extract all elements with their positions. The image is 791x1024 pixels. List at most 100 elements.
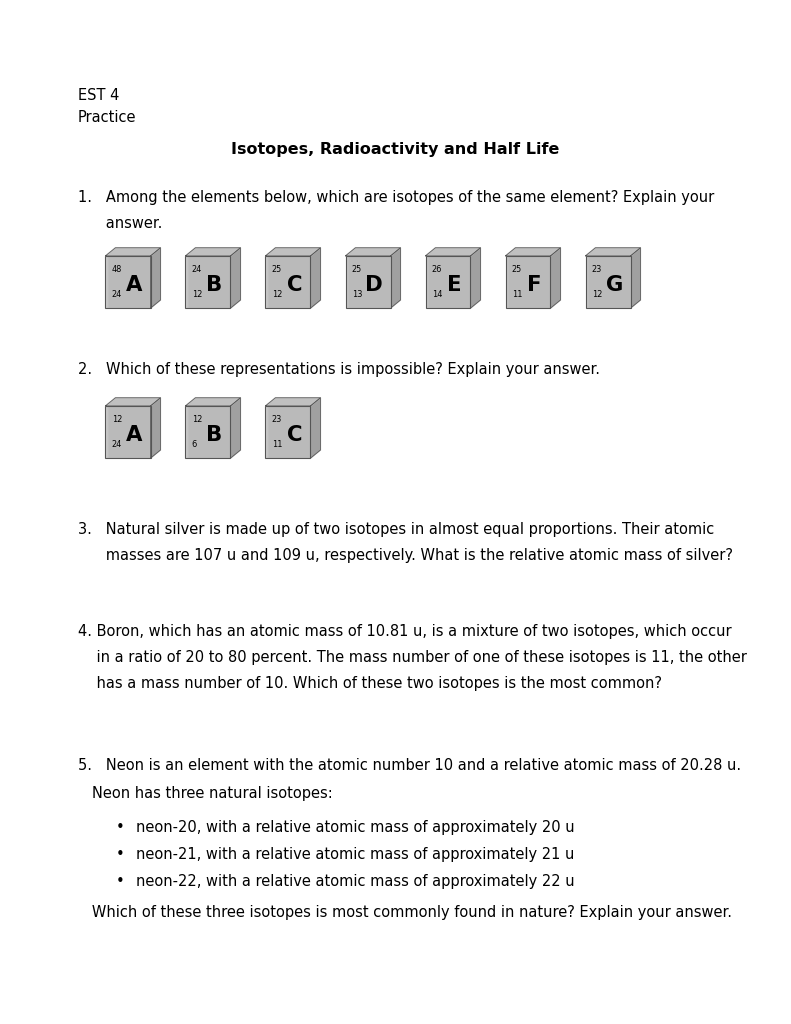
Text: 25: 25: [272, 265, 282, 273]
Text: •: •: [115, 874, 124, 889]
Polygon shape: [187, 406, 200, 458]
Text: 13: 13: [352, 290, 362, 299]
Text: answer.: answer.: [78, 216, 162, 231]
Text: Isotopes, Radioactivity and Half Life: Isotopes, Radioactivity and Half Life: [231, 142, 560, 157]
Polygon shape: [267, 256, 288, 308]
Polygon shape: [107, 256, 128, 308]
Polygon shape: [391, 248, 400, 308]
Text: 24: 24: [112, 440, 122, 450]
Text: D: D: [365, 274, 383, 295]
Polygon shape: [105, 397, 161, 406]
Text: 25: 25: [512, 265, 522, 273]
Text: Neon has three natural isotopes:: Neon has three natural isotopes:: [92, 786, 333, 801]
Polygon shape: [267, 406, 284, 458]
Polygon shape: [107, 256, 124, 308]
Polygon shape: [630, 248, 641, 308]
Polygon shape: [189, 256, 230, 308]
Polygon shape: [187, 406, 212, 458]
Text: 25: 25: [352, 265, 362, 273]
Polygon shape: [188, 256, 219, 308]
Text: 6: 6: [191, 440, 197, 450]
Polygon shape: [230, 397, 240, 458]
Polygon shape: [267, 256, 292, 308]
Text: 12: 12: [272, 290, 282, 299]
Polygon shape: [186, 256, 193, 308]
Text: 23: 23: [592, 265, 602, 273]
Polygon shape: [585, 256, 589, 308]
Polygon shape: [268, 406, 299, 458]
Text: 11: 11: [512, 290, 522, 299]
Polygon shape: [186, 397, 240, 406]
Text: neon-22, with a relative atomic mass of approximately 22 u: neon-22, with a relative atomic mass of …: [136, 874, 574, 889]
Text: 14: 14: [432, 290, 442, 299]
Polygon shape: [426, 256, 433, 308]
Polygon shape: [428, 256, 456, 308]
Polygon shape: [267, 406, 288, 458]
Polygon shape: [551, 248, 560, 308]
Text: B: B: [206, 425, 222, 444]
Polygon shape: [150, 397, 161, 458]
Polygon shape: [346, 256, 357, 308]
Polygon shape: [187, 256, 204, 308]
Polygon shape: [586, 256, 600, 308]
Text: Practice: Practice: [78, 110, 137, 125]
Polygon shape: [346, 256, 353, 308]
Polygon shape: [507, 256, 532, 308]
Polygon shape: [108, 406, 143, 458]
Text: C: C: [286, 274, 302, 295]
Polygon shape: [107, 406, 128, 458]
Polygon shape: [589, 256, 626, 308]
Polygon shape: [150, 248, 161, 308]
Polygon shape: [268, 256, 303, 308]
Polygon shape: [346, 248, 400, 256]
Text: 23: 23: [272, 415, 282, 424]
Text: 12: 12: [592, 290, 602, 299]
Polygon shape: [426, 256, 430, 308]
Polygon shape: [187, 406, 208, 458]
Polygon shape: [349, 256, 387, 308]
Text: 26: 26: [432, 265, 442, 273]
Polygon shape: [186, 256, 189, 308]
Text: 3.   Natural silver is made up of two isotopes in almost equal proportions. Thei: 3. Natural silver is made up of two isot…: [78, 522, 714, 537]
Polygon shape: [429, 256, 471, 308]
Polygon shape: [348, 256, 383, 308]
Polygon shape: [266, 406, 269, 458]
Polygon shape: [589, 256, 630, 308]
Polygon shape: [508, 256, 536, 308]
Text: F: F: [527, 274, 542, 295]
Polygon shape: [587, 256, 604, 308]
Polygon shape: [188, 406, 223, 458]
Polygon shape: [267, 256, 284, 308]
Polygon shape: [508, 256, 539, 308]
Polygon shape: [108, 256, 139, 308]
Polygon shape: [268, 256, 299, 308]
Polygon shape: [106, 256, 117, 308]
Text: 12: 12: [191, 415, 202, 424]
Polygon shape: [506, 256, 517, 308]
Polygon shape: [505, 256, 509, 308]
Polygon shape: [346, 256, 364, 308]
Polygon shape: [267, 406, 281, 458]
Polygon shape: [426, 256, 441, 308]
Polygon shape: [428, 256, 463, 308]
Polygon shape: [108, 406, 139, 458]
Polygon shape: [107, 406, 124, 458]
Polygon shape: [346, 256, 361, 308]
Polygon shape: [107, 256, 120, 308]
Text: Which of these three isotopes is most commonly found in nature? Explain your ans: Which of these three isotopes is most co…: [78, 905, 732, 920]
Polygon shape: [266, 256, 273, 308]
Polygon shape: [189, 406, 230, 458]
Text: neon-21, with a relative atomic mass of approximately 21 u: neon-21, with a relative atomic mass of …: [136, 847, 574, 862]
Polygon shape: [188, 406, 227, 458]
Polygon shape: [269, 406, 307, 458]
Polygon shape: [426, 248, 480, 256]
Polygon shape: [108, 256, 143, 308]
Polygon shape: [589, 256, 623, 308]
Polygon shape: [509, 256, 543, 308]
Polygon shape: [186, 256, 197, 308]
Polygon shape: [188, 406, 219, 458]
Polygon shape: [349, 256, 391, 308]
Polygon shape: [505, 248, 560, 256]
Polygon shape: [186, 406, 193, 458]
Polygon shape: [347, 256, 372, 308]
